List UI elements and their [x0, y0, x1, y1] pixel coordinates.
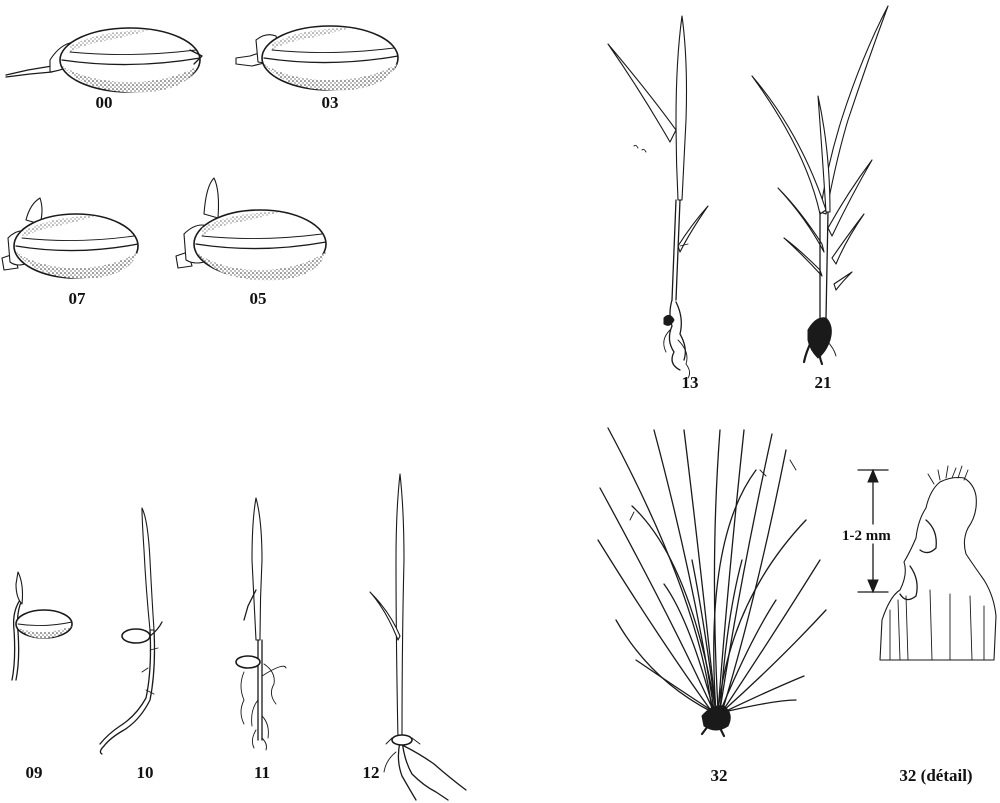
stage-03-seed-drawing [235, 25, 399, 91]
stage-32-detail-drawing [879, 465, 997, 661]
stage-00-seed-drawing [5, 27, 203, 93]
stage-label-13: 13 [682, 373, 699, 392]
stage-10-seedling-drawing [99, 507, 163, 755]
stage-label-21: 21 [815, 373, 832, 392]
stage-label-07: 07 [69, 289, 87, 308]
stage-13-plant-drawing [607, 15, 709, 379]
stage-label-32-detail: 32 (détail) [899, 766, 972, 785]
stage-07-seed-drawing [1, 197, 139, 279]
stage-label-12: 12 [363, 763, 380, 782]
stage-32-tuft-drawing [597, 427, 827, 738]
stage-label-32: 32 [711, 766, 728, 785]
stage-label-03: 03 [322, 93, 339, 112]
stage-11-seedling-drawing [235, 497, 287, 751]
scale-bar: 1-2 mm [842, 468, 891, 594]
stage-label-09: 09 [26, 763, 43, 782]
scale-bar-label: 1-2 mm [842, 528, 891, 544]
stage-12-seedling-drawing [369, 473, 467, 801]
stage-label-00: 00 [96, 93, 113, 112]
stage-label-11: 11 [254, 763, 270, 782]
stage-label-10: 10 [137, 763, 154, 782]
stage-09-seedling-drawing [11, 571, 73, 681]
stage-21-plant-drawing [751, 5, 889, 366]
stage-label-05: 05 [250, 289, 267, 308]
stage-05-seed-drawing [175, 177, 327, 281]
